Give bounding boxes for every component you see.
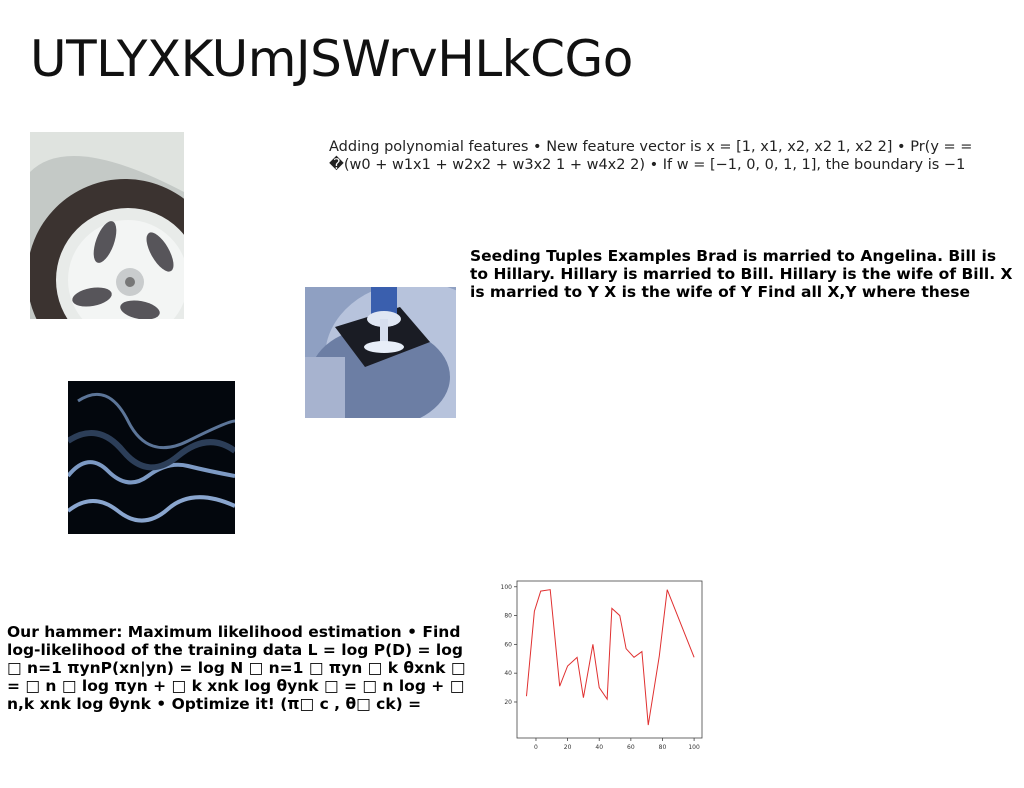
polynomial-features-text: Adding polynomial features • New feature… [329,139,973,173]
y-tick-label: 80 [504,613,512,620]
glass-on-coaster-image [305,287,456,418]
maximum-likelihood-text: Our hammer: Maximum likelihood estimatio… [7,623,466,713]
x-tick-label: 60 [627,744,635,750]
car-wheel-image [30,132,184,319]
x-tick-label: 20 [564,744,572,750]
x-tick-label: 80 [659,744,667,750]
x-tick-label: 40 [595,744,603,750]
abstract-waves-image [68,381,235,534]
x-tick-label: 0 [534,744,538,750]
line-chart: 0 20 40 60 80 100 20 40 60 80 100 [500,577,710,751]
seeding-tuples-text: Seeding Tuples Examples Brad is married … [470,247,1013,301]
y-tick-label: 20 [504,699,512,706]
series-line [525,589,695,726]
y-tick-label: 40 [504,670,512,677]
y-tick-label: 60 [504,641,512,648]
page-title: UTLYXKUmJSWrvHLkCGo [30,30,633,88]
x-tick-label: 100 [688,744,700,750]
y-tick-label: 100 [501,584,513,591]
